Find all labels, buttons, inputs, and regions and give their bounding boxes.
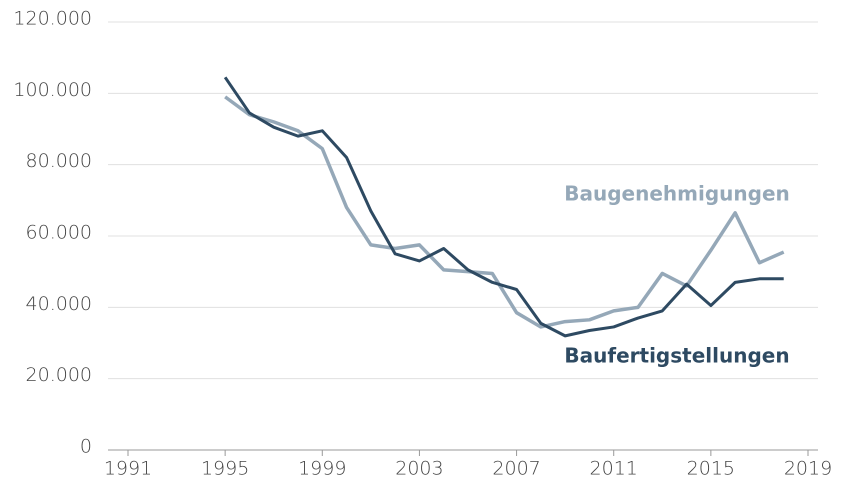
y-tick-label: 80.000 [26,150,92,172]
x-tick-label: 2011 [590,458,638,480]
line [224,95,785,329]
y-tick-label: 40.000 [26,293,92,315]
x-tick-label: 2019 [784,458,832,480]
y-tick-label: 100.000 [13,79,92,101]
series-label: Baugenehmigungen [564,182,790,206]
y-tick-label: 120.000 [13,8,92,30]
line [223,76,784,338]
y-tick-label: 0 [80,436,92,458]
y-tick-label: 20.000 [26,364,92,386]
x-tick-label: 1991 [104,458,152,480]
series-label: Baufertigstellungen [564,344,789,368]
x-tick-label: 2015 [687,458,735,480]
x-tick-label: 1995 [201,458,249,480]
x-tick-label: 2003 [395,458,443,480]
x-tick-label: 1999 [298,458,346,480]
y-tick-label: 60.000 [26,222,92,244]
x-tick-label: 2007 [492,458,540,480]
